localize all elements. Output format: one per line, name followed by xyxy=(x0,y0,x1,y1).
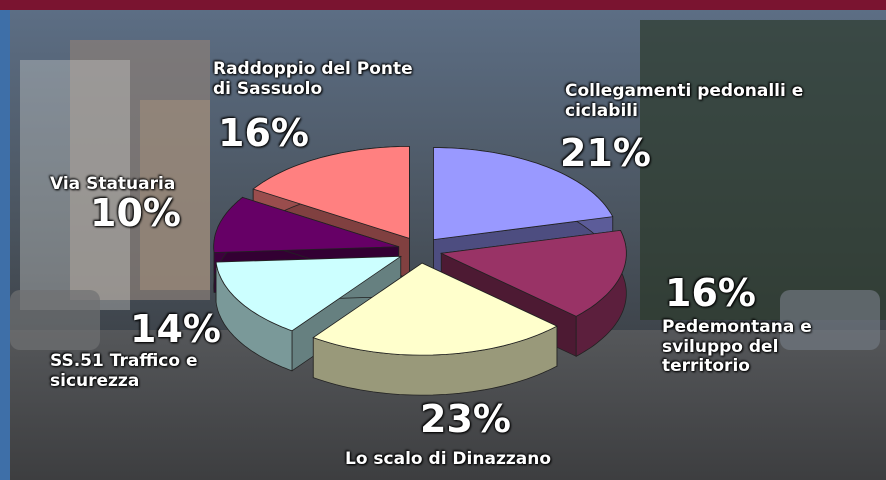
value-label: 23% xyxy=(420,397,511,441)
category-label: Via Statuaria xyxy=(50,174,176,194)
slice xyxy=(215,255,403,372)
slice-top xyxy=(215,255,403,332)
value-label: 16% xyxy=(218,111,309,155)
value-label: 10% xyxy=(90,191,181,235)
value-label: 14% xyxy=(130,307,221,351)
slice-top xyxy=(252,145,410,239)
category-label: Collegamenti pedonalli e ciclabili xyxy=(565,81,804,121)
category-label: SS.51 Traffico e sicurezza xyxy=(50,351,198,391)
value-label: 21% xyxy=(560,131,651,175)
category-label: Pedemontana e sviluppo del territorio xyxy=(662,317,812,377)
slice xyxy=(312,262,558,396)
category-label: Raddoppio del Ponte di Sassuolo xyxy=(213,59,413,99)
slice-top xyxy=(439,229,627,317)
slice-top xyxy=(312,262,558,356)
slice-top xyxy=(213,196,399,253)
value-label: 16% xyxy=(665,271,756,315)
slice-top xyxy=(433,147,614,241)
category-label: Lo scalo di Dinazzano xyxy=(345,449,551,469)
